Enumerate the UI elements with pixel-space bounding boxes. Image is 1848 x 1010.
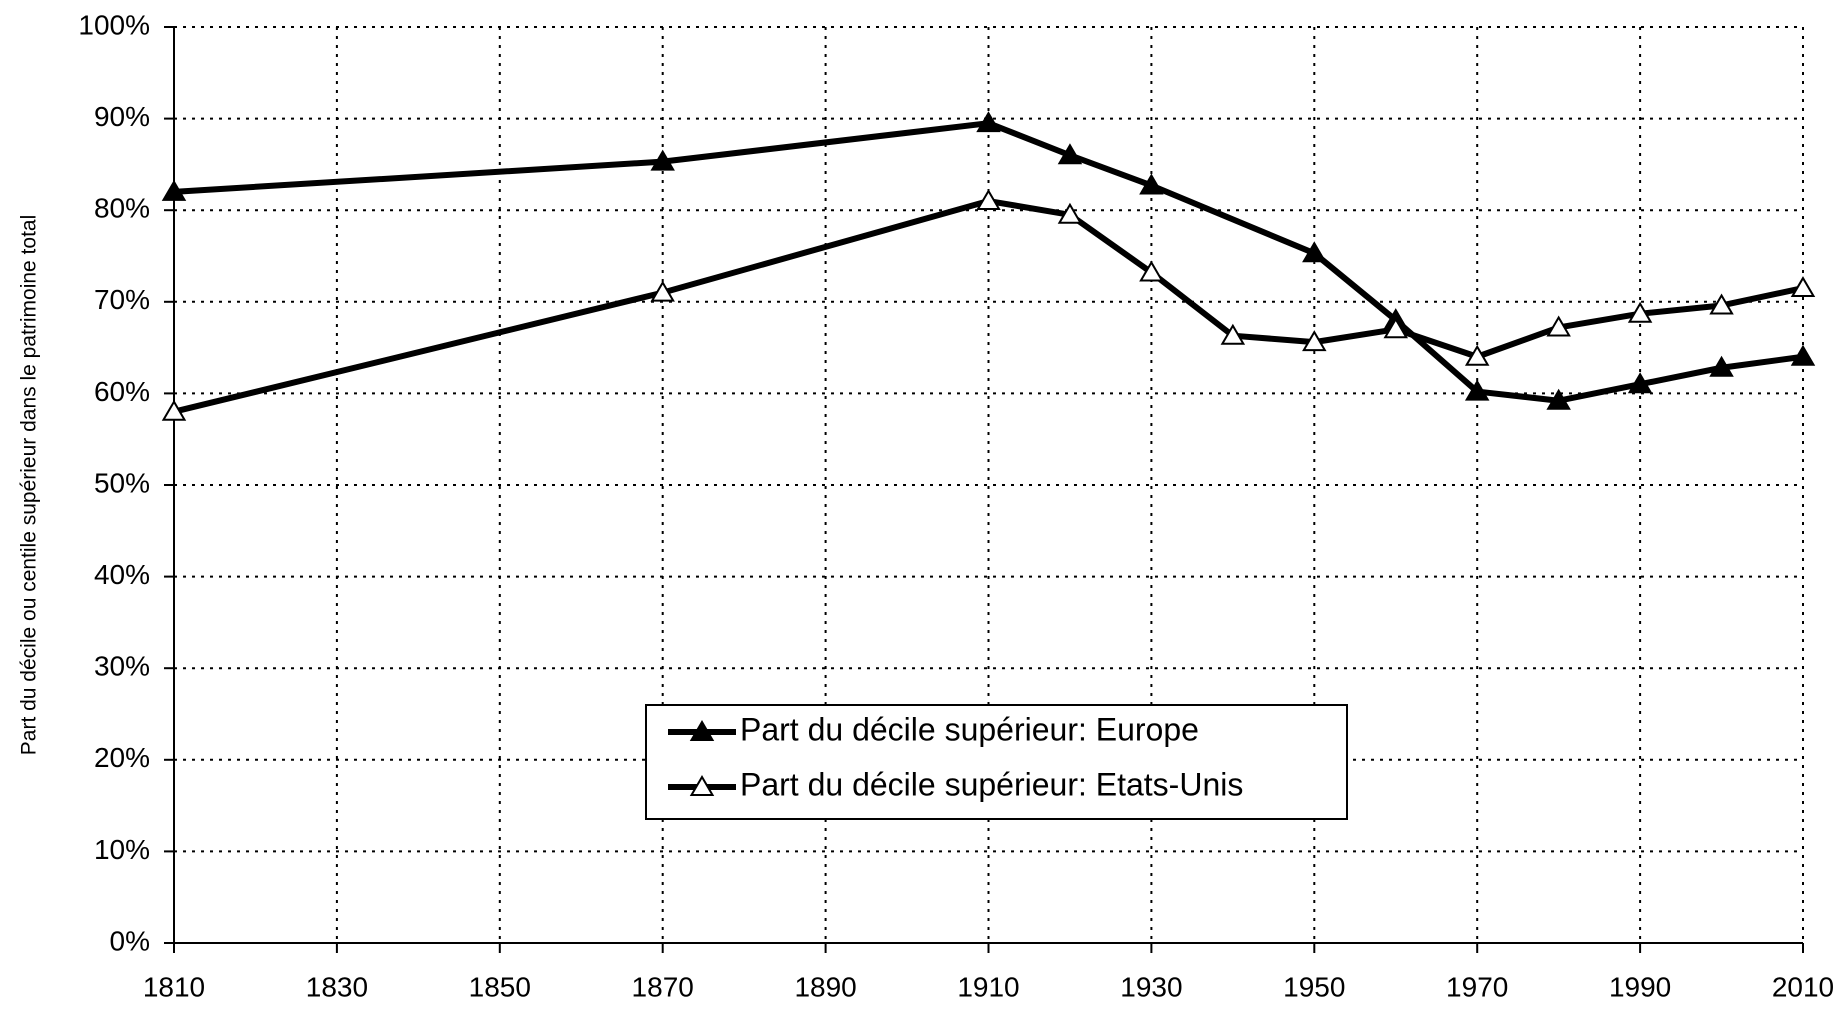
data-point — [1302, 330, 1327, 352]
data-point — [1220, 323, 1246, 345]
data-point — [1709, 293, 1734, 315]
x-tick-label: 1810 — [143, 971, 205, 1002]
x-tick-label: 2010 — [1772, 971, 1834, 1002]
data-point — [1464, 379, 1490, 401]
y-tick-label: 70% — [94, 284, 150, 315]
y-tick-label: 100% — [78, 9, 150, 40]
y-tick-label: 50% — [94, 467, 150, 498]
legend-label: Part du décile supérieur: Etats-Unis — [740, 766, 1243, 802]
x-tick-label: 1930 — [1120, 971, 1182, 1002]
data-point — [1546, 388, 1571, 410]
data-point — [161, 179, 187, 201]
data-point — [1627, 301, 1653, 323]
x-tick-label: 1850 — [469, 971, 531, 1002]
data-point — [161, 399, 187, 421]
series-line — [173, 120, 1804, 404]
data-point — [650, 280, 675, 302]
x-tick-label: 1970 — [1446, 971, 1508, 1002]
y-tick-label: 40% — [94, 559, 150, 590]
data-point — [976, 189, 1001, 211]
legend-marker — [689, 775, 715, 796]
data-point — [1790, 276, 1816, 298]
legend-box — [645, 704, 1348, 820]
x-tick-label: 1950 — [1283, 971, 1345, 1002]
x-tick-label: 1910 — [957, 971, 1019, 1002]
data-point — [1546, 315, 1571, 337]
y-tick-label: 90% — [94, 101, 150, 132]
data-point — [1057, 143, 1083, 165]
y-tick-label: 80% — [94, 193, 150, 224]
data-point — [1139, 173, 1164, 195]
data-point — [1709, 355, 1734, 377]
legend-label: Part du décile supérieur: Europe — [740, 711, 1199, 747]
y-axis-label: Part du décile ou centile supérieur dans… — [18, 215, 41, 755]
legend-marker — [689, 720, 715, 741]
x-tick-label: 1890 — [794, 971, 856, 1002]
y-tick-label: 20% — [94, 742, 150, 773]
x-tick-label: 1830 — [306, 971, 368, 1002]
y-tick-label: 0% — [110, 925, 150, 956]
data-point — [976, 111, 1001, 133]
data-point — [1790, 344, 1816, 366]
data-point — [1302, 241, 1327, 263]
y-tick-label: 60% — [94, 376, 150, 407]
data-point — [1057, 202, 1083, 224]
data-point — [1464, 344, 1490, 366]
x-tick-label: 1990 — [1609, 971, 1671, 1002]
y-tick-label: 10% — [94, 834, 150, 865]
data-point — [1627, 372, 1653, 394]
data-point — [1139, 260, 1164, 282]
x-tick-label: 1870 — [632, 971, 694, 1002]
data-point — [650, 149, 675, 171]
data-point — [1383, 317, 1408, 339]
y-tick-label: 30% — [94, 651, 150, 682]
